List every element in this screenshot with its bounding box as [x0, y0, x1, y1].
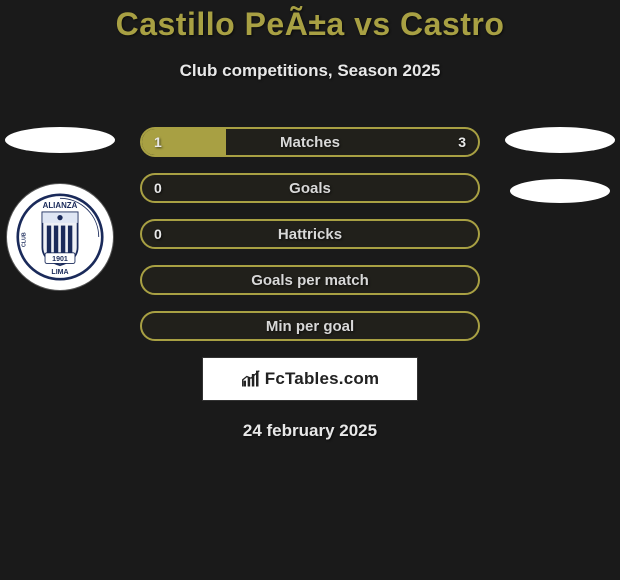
player-left-name-plate: [5, 127, 115, 153]
stat-value-left: 0: [154, 226, 162, 242]
team-crest-right: [510, 179, 610, 203]
stat-row-hattricks: 0 Hattricks: [140, 219, 480, 249]
stat-row-goals: 0 Goals: [140, 173, 480, 203]
stat-label: Min per goal: [266, 318, 354, 335]
player-left-column: ALIANZA LIMA CLUB 1901: [0, 127, 120, 291]
brand-text: FcTables.com: [265, 369, 380, 389]
stat-row-min-per-goal: Min per goal: [140, 311, 480, 341]
subtitle: Club competitions, Season 2025: [0, 61, 620, 81]
stat-value-left: 0: [154, 180, 162, 196]
stat-row-matches: 1 Matches 3: [140, 127, 480, 157]
bar-chart-icon: [241, 369, 261, 389]
stat-value-right: 3: [458, 134, 466, 150]
svg-text:CLUB: CLUB: [22, 232, 28, 247]
stat-label: Goals per match: [251, 272, 369, 289]
svg-text:ALIANZA: ALIANZA: [43, 201, 78, 210]
date-label: 24 february 2025: [0, 421, 620, 441]
stat-label: Hattricks: [278, 226, 342, 243]
svg-text:1901: 1901: [52, 256, 68, 263]
stat-label: Matches: [280, 134, 340, 151]
stat-value-left: 1: [154, 134, 162, 150]
comparison-container: ALIANZA LIMA CLUB 1901 1 Matches 3: [0, 127, 620, 341]
stat-row-goals-per-match: Goals per match: [140, 265, 480, 295]
brand-badge: FcTables.com: [202, 357, 418, 401]
player-right-name-plate: [505, 127, 615, 153]
shield-icon: ALIANZA LIMA CLUB 1901: [16, 193, 104, 281]
stats-column: 1 Matches 3 0 Goals 0 Hattricks Goals pe…: [140, 127, 480, 341]
player-right-column: [500, 127, 620, 203]
svg-text:LIMA: LIMA: [51, 269, 68, 276]
team-crest-left: ALIANZA LIMA CLUB 1901: [6, 183, 114, 291]
stat-label: Goals: [289, 180, 331, 197]
page-title: Castillo PeÃ±a vs Castro: [0, 0, 620, 43]
